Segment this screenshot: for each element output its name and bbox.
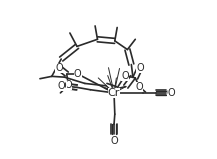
Text: O: O bbox=[58, 81, 65, 91]
Text: O: O bbox=[110, 136, 118, 146]
Text: Cr: Cr bbox=[108, 88, 120, 98]
Text: O: O bbox=[59, 81, 67, 91]
Text: O: O bbox=[55, 63, 63, 73]
Text: O: O bbox=[74, 69, 82, 79]
Text: O: O bbox=[168, 88, 175, 98]
Text: O: O bbox=[110, 136, 118, 146]
Text: O: O bbox=[167, 88, 174, 98]
Text: O: O bbox=[135, 82, 143, 92]
Text: O: O bbox=[64, 80, 72, 90]
Text: O: O bbox=[136, 63, 144, 73]
Text: O: O bbox=[121, 71, 129, 81]
